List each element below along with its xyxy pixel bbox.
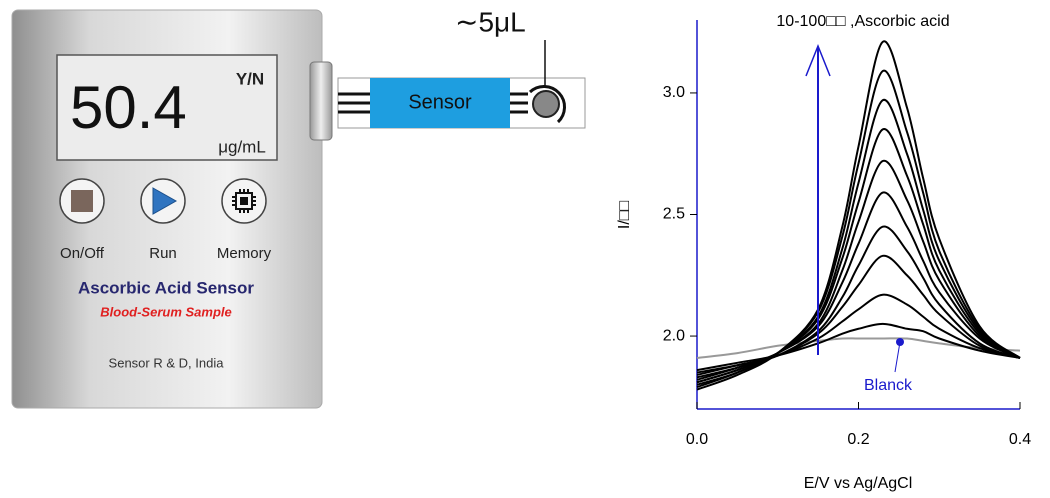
device-subtitle: Blood-Serum Sample xyxy=(100,304,231,319)
chart: 10-100□□ ,Ascorbic acid I/□□ E/V vs Ag/A… xyxy=(616,13,1031,492)
y-tick-label: 3.0 xyxy=(663,84,685,101)
sample-volume: ∼5μL xyxy=(455,6,526,37)
sensor-label: Sensor xyxy=(408,91,472,113)
on-off-icon xyxy=(71,190,93,212)
blank-pointer xyxy=(895,342,900,372)
device-footer: Sensor R & D, India xyxy=(109,355,225,370)
x-axis-label: E/V vs Ag/AgCl xyxy=(804,475,913,492)
memory-icon xyxy=(232,189,256,213)
display-mode: Y/N xyxy=(236,69,264,88)
sample-drop xyxy=(533,91,559,117)
annotation: 10-100□□ ,Ascorbic acid xyxy=(776,13,949,30)
display-unit: μg/mL xyxy=(218,137,266,156)
button-label: Memory xyxy=(217,245,272,262)
x-tick-label: 0.4 xyxy=(1009,431,1031,448)
device-title: Ascorbic Acid Sensor xyxy=(78,278,254,297)
button-label: Run xyxy=(149,245,177,262)
data-line xyxy=(697,226,1020,377)
page: 50.4 Y/N μg/mL On/Off Run Memory Ascorbi… xyxy=(0,0,1050,498)
y-axis-label: I/□□ xyxy=(616,201,633,230)
x-tick-label: 0.0 xyxy=(686,431,708,448)
button-label: On/Off xyxy=(60,245,105,262)
display-value: 50.4 xyxy=(70,74,187,141)
figure: 50.4 Y/N μg/mL On/Off Run Memory Ascorbi… xyxy=(0,0,1050,498)
y-tick-label: 2.5 xyxy=(663,206,685,223)
x-tick-label: 0.2 xyxy=(847,431,869,448)
slot xyxy=(310,62,332,140)
annotation: Blanck xyxy=(864,377,913,394)
y-tick-label: 2.0 xyxy=(663,327,685,344)
